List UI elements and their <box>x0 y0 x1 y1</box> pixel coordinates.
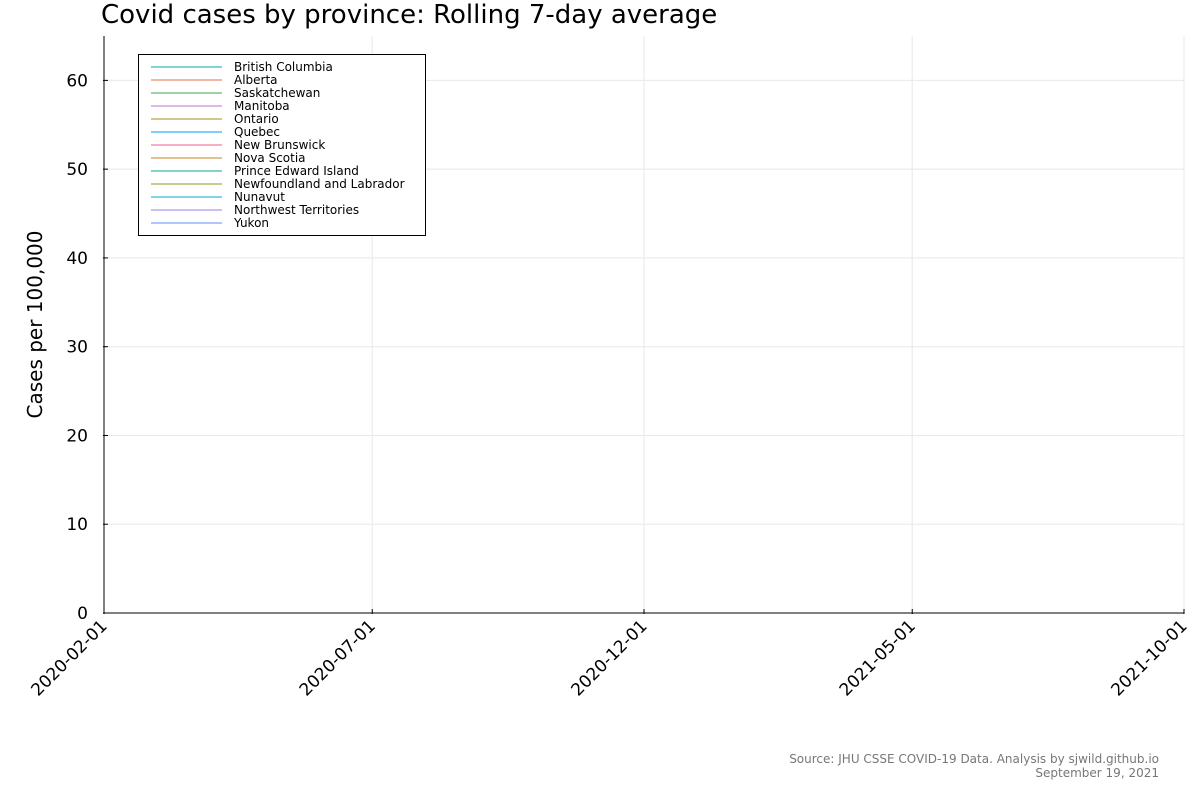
chart-title: Covid cases by province: Rolling 7-day a… <box>101 0 717 30</box>
x-tick-label: 2020-12-01 <box>568 616 652 700</box>
legend-label: New Brunswick <box>234 138 325 152</box>
legend-label: Nova Scotia <box>234 151 306 165</box>
date-line: September 19, 2021 <box>1035 766 1159 780</box>
legend-label: Nunavut <box>234 190 285 204</box>
legend-label: Yukon <box>233 216 269 230</box>
y-tick-label: 60 <box>66 71 88 91</box>
legend-label: Newfoundland and Labrador <box>234 177 405 191</box>
legend-label: Quebec <box>234 125 280 139</box>
legend-label: Alberta <box>234 73 278 87</box>
x-tick-label: 2021-05-01 <box>836 616 920 700</box>
y-tick-label: 40 <box>66 249 88 269</box>
y-tick-label: 30 <box>66 338 88 358</box>
y-tick-label: 20 <box>66 426 88 446</box>
legend-label: British Columbia <box>234 60 333 74</box>
y-tick-label: 0 <box>77 604 88 624</box>
y-axis-label: Cases per 100,000 <box>23 230 47 418</box>
legend-label: Prince Edward Island <box>234 164 359 178</box>
legend: British ColumbiaAlbertaSaskatchewanManit… <box>138 54 426 236</box>
x-tick-label: 2020-02-01 <box>28 616 112 700</box>
x-tick-label: 2021-10-01 <box>1108 616 1192 700</box>
x-tick-label: 2020-07-01 <box>296 616 380 700</box>
legend-label: Ontario <box>234 112 279 126</box>
axes <box>103 36 1185 614</box>
source-line: Source: JHU CSSE COVID-19 Data. Analysis… <box>789 752 1159 766</box>
y-tick-label: 50 <box>66 160 88 180</box>
y-tick-label: 10 <box>66 515 88 535</box>
legend-label: Northwest Territories <box>234 203 359 217</box>
legend-label: Manitoba <box>234 99 290 113</box>
legend-label: Saskatchewan <box>234 86 320 100</box>
source-note: Source: JHU CSSE COVID-19 Data. Analysis… <box>789 752 1159 780</box>
